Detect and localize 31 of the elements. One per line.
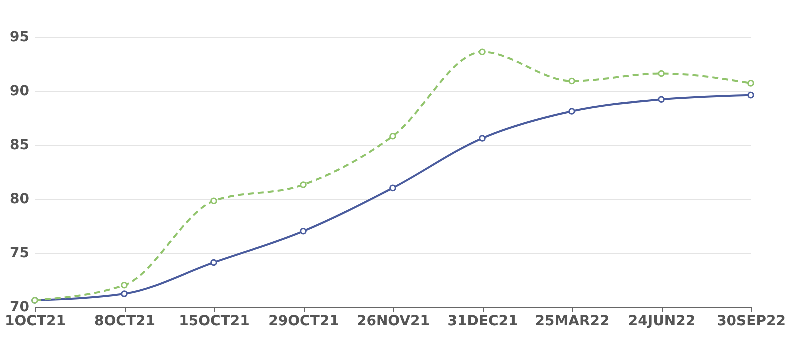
point	[390, 132, 396, 140]
point	[748, 80, 754, 87]
point	[210, 198, 218, 205]
x-tick-label: 8OCT21	[94, 314, 156, 330]
point	[658, 70, 665, 78]
point	[479, 135, 486, 142]
point	[300, 182, 307, 188]
y-tick-label: 95	[10, 30, 30, 46]
x-tick-label: 31DEC21	[448, 314, 518, 330]
x-tick-label: 15OCT21	[179, 314, 250, 330]
point	[479, 48, 486, 56]
point	[121, 282, 128, 289]
x-tick-label: 26NOV21	[356, 314, 430, 330]
x-tick-label: 1OCT21	[5, 314, 66, 330]
y-tick-label: 75	[10, 246, 30, 262]
y-tick-label: 80	[10, 192, 30, 208]
x-tick-label: 24JUN22	[628, 314, 696, 330]
point	[300, 228, 307, 235]
point	[568, 108, 576, 115]
x-tick-label: 29OCT21	[268, 314, 340, 330]
point	[748, 92, 754, 99]
x-tick-label: 25MAR22	[535, 314, 610, 330]
y-tick-label: 85	[10, 138, 30, 154]
point	[210, 259, 218, 266]
y-tick-label: 90	[10, 84, 30, 100]
point	[658, 96, 665, 104]
y-tick-label: 70	[10, 300, 30, 316]
point	[568, 78, 576, 85]
x-tick-label: 30SEP22	[717, 314, 786, 330]
point	[121, 290, 128, 298]
point	[390, 184, 396, 192]
